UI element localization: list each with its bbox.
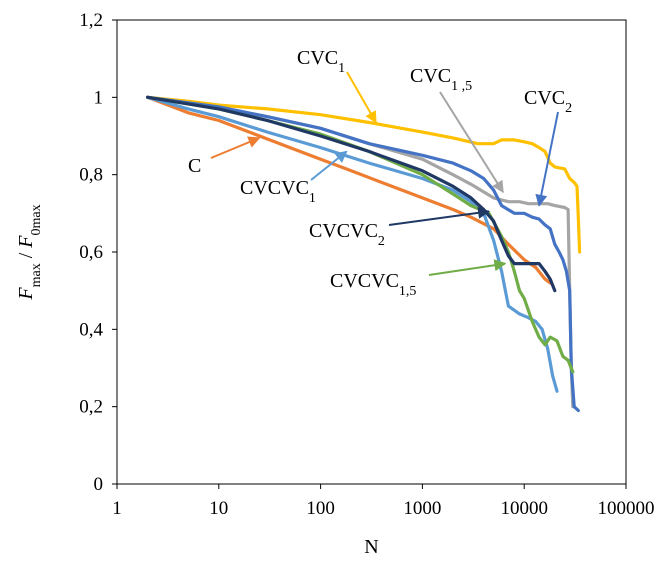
y-title-0max: 0max bbox=[29, 204, 44, 235]
annotation-arrow bbox=[428, 259, 507, 276]
annotation-arrow bbox=[439, 91, 504, 194]
annotation-arrow bbox=[388, 206, 491, 226]
y-tick-label: 0,8 bbox=[79, 165, 103, 186]
annotation-label: CVC1 bbox=[297, 47, 345, 76]
y-tick-label: 1,2 bbox=[79, 10, 103, 31]
x-tick-label: 10 bbox=[209, 498, 228, 519]
y-tick-label: 0 bbox=[94, 474, 104, 495]
annotation-label: CVC1 ,5 bbox=[410, 65, 472, 94]
x-tick-label: 10000 bbox=[500, 498, 548, 519]
annotation-arrow bbox=[535, 111, 559, 207]
annotation-arrow bbox=[210, 136, 261, 159]
x-tick-label: 1 bbox=[112, 498, 122, 519]
series-line-cvcvc1 bbox=[146, 95, 559, 393]
annotation-arrow bbox=[346, 71, 377, 124]
annotation-label: CVCVC2 bbox=[309, 220, 385, 249]
x-tick-label: 1000 bbox=[403, 498, 441, 519]
annotation-label: CVCVC1,5 bbox=[330, 270, 416, 299]
y-axis-title: Fmax / F0max bbox=[15, 204, 44, 300]
y-title-f0: F bbox=[15, 235, 37, 249]
annotation-label: C bbox=[188, 155, 201, 177]
x-axis-title: N bbox=[364, 536, 378, 558]
annotation-arrow bbox=[310, 150, 348, 181]
y-title-max: max bbox=[29, 263, 44, 287]
annotation-label: CVC2 bbox=[524, 87, 572, 116]
series-line-cvc1 bbox=[146, 95, 582, 254]
x-tick-label: 100 bbox=[306, 498, 335, 519]
series-line-cvcvc2 bbox=[146, 95, 557, 293]
y-tick-label: 1 bbox=[94, 87, 104, 108]
y-title-f: F bbox=[15, 287, 37, 301]
x-tick-label: 100000 bbox=[598, 498, 655, 519]
annotation-label: CVCVC1 bbox=[240, 177, 316, 206]
series-line-cvc2 bbox=[146, 95, 580, 413]
y-tick-label: 0,4 bbox=[79, 319, 103, 340]
y-tick-label: 0,2 bbox=[79, 397, 103, 418]
series-line-c bbox=[146, 95, 552, 285]
y-tick-label: 0,6 bbox=[79, 242, 103, 263]
y-title-sep: / bbox=[15, 248, 37, 264]
